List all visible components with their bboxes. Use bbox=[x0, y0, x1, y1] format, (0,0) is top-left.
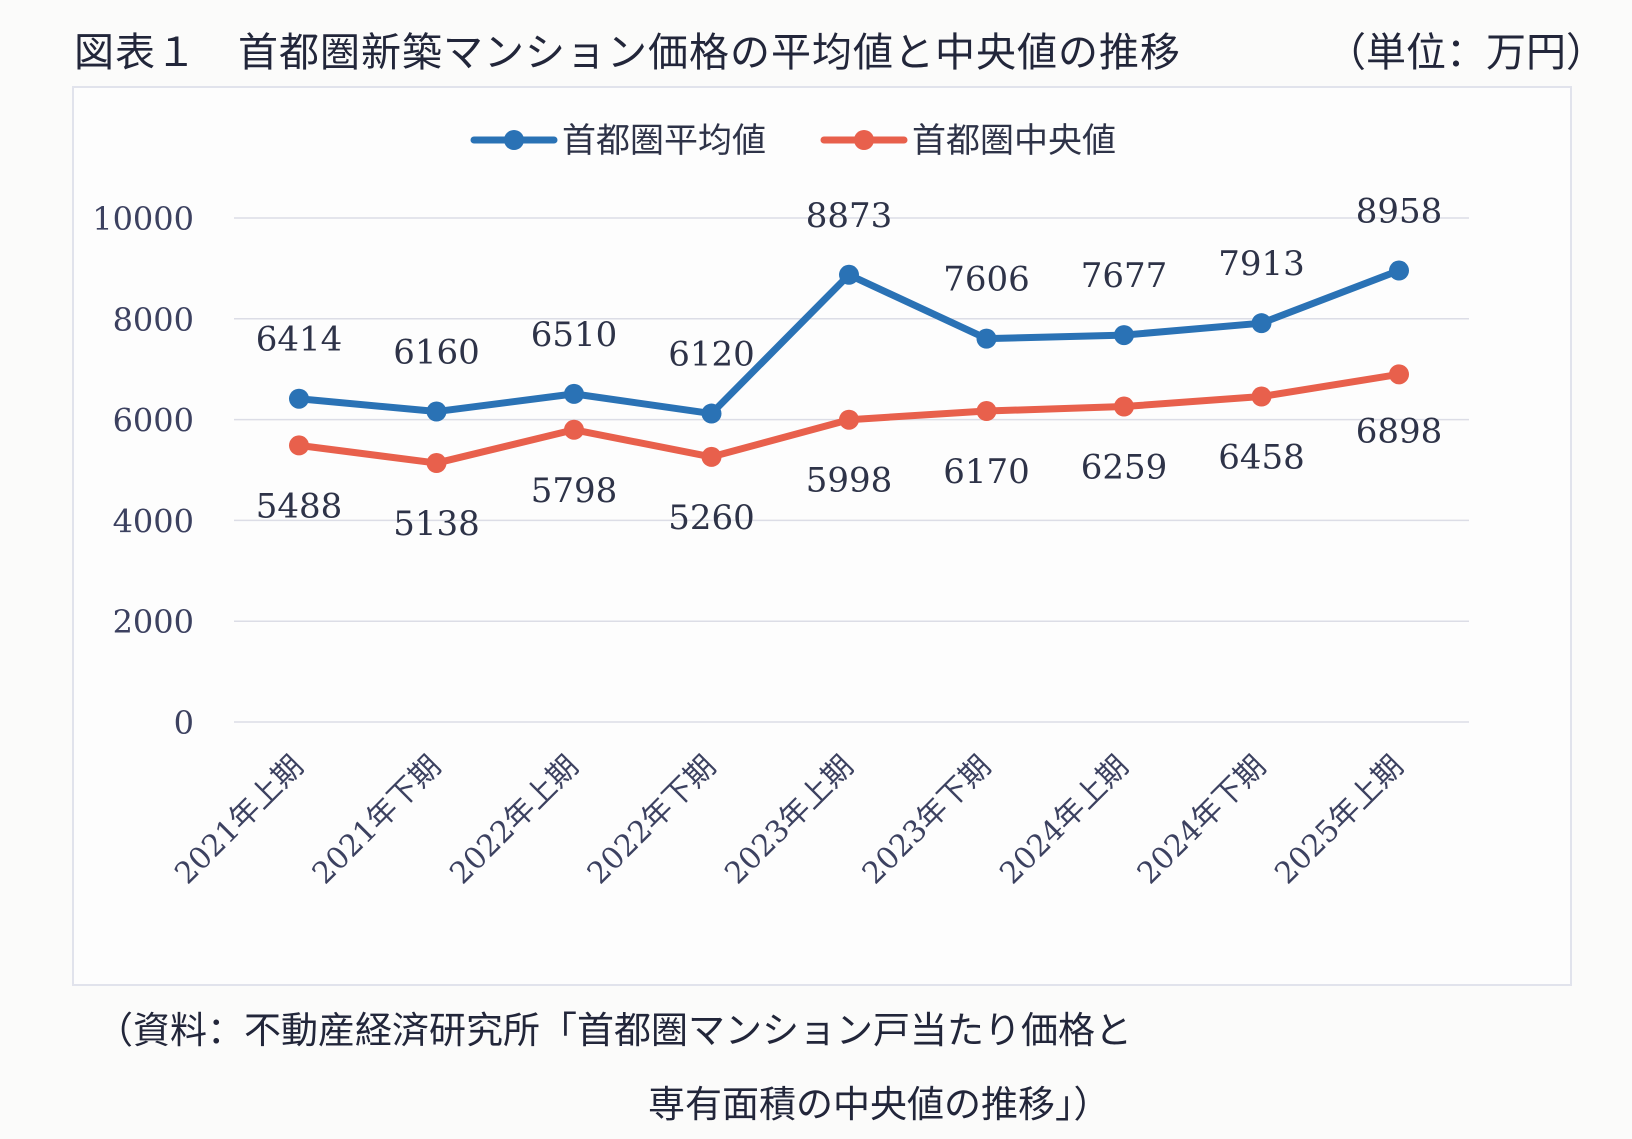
x-tick-2: 2022年上期 bbox=[443, 749, 585, 891]
series-0-label-1: 6160 bbox=[393, 333, 480, 373]
series-1-point-6 bbox=[1114, 396, 1134, 417]
series-1-point-7 bbox=[1251, 386, 1272, 407]
series-0-point-6 bbox=[1114, 325, 1134, 346]
series-1-point-1 bbox=[426, 453, 447, 474]
series-1-point-3 bbox=[701, 446, 722, 467]
series-0-label-3: 6120 bbox=[668, 335, 755, 375]
x-tick-4: 2023年上期 bbox=[718, 749, 860, 891]
series-0-point-8 bbox=[1389, 260, 1409, 281]
y-tick-4000: 4000 bbox=[113, 502, 194, 540]
series-0-label-4: 8873 bbox=[806, 196, 893, 236]
figure-title: 図表１ 首都圏新築マンション価格の平均値と中央値の推移 bbox=[74, 30, 1181, 76]
series-1-label-7: 6458 bbox=[1218, 438, 1305, 478]
series-0-label-7: 7913 bbox=[1218, 244, 1305, 284]
series-0-point-0 bbox=[289, 388, 309, 409]
legend-marker-0 bbox=[504, 130, 524, 150]
series-0-label-8: 8958 bbox=[1356, 192, 1443, 232]
legend-label-0: 首都圏平均値 bbox=[562, 121, 766, 161]
source-note-line1: （資料：不動産経済研究所「首都圏マンション戸当たり価格と bbox=[96, 1009, 1132, 1052]
series-0-point-4 bbox=[839, 264, 859, 285]
y-tick-6000: 6000 bbox=[113, 402, 194, 440]
series-0-label-2: 6510 bbox=[531, 315, 618, 355]
series-1-label-5: 6170 bbox=[943, 452, 1030, 492]
y-axis: 0 2000 4000 6000 8000 10000 bbox=[92, 200, 194, 742]
y-tick-8000: 8000 bbox=[113, 301, 194, 339]
series-1-label-1: 5138 bbox=[393, 504, 480, 544]
series-1-point-8 bbox=[1389, 364, 1409, 385]
legend-marker-1 bbox=[854, 130, 874, 150]
series-0-point-1 bbox=[426, 401, 447, 422]
series-0-point-2 bbox=[564, 383, 584, 404]
series-1-label-2: 5798 bbox=[531, 471, 618, 511]
chart-frame: 0 2000 4000 6000 8000 10000 2021年上期 2021年下期 202… bbox=[72, 86, 1572, 986]
series-1-label-3: 5260 bbox=[668, 498, 755, 538]
x-tick-1: 2021年下期 bbox=[306, 749, 448, 891]
legend: 首都圏平均値 首都圏中央値 bbox=[470, 121, 1116, 161]
series-1-label-8: 6898 bbox=[1356, 411, 1443, 451]
unit-label: （単位：万円） bbox=[1326, 30, 1606, 76]
series-0-point-3 bbox=[701, 403, 722, 424]
series-1-point-0 bbox=[289, 435, 309, 456]
series-1-point-5 bbox=[976, 401, 997, 422]
series-1-label-0: 5488 bbox=[256, 486, 343, 526]
x-tick-7: 2024年下期 bbox=[1131, 749, 1273, 891]
series-0-label-0: 6414 bbox=[256, 320, 343, 360]
x-tick-8: 2025年上期 bbox=[1268, 749, 1410, 891]
x-tick-6: 2024年上期 bbox=[993, 749, 1135, 891]
x-tick-0: 2021年上期 bbox=[168, 749, 310, 891]
series-1-label-6: 6259 bbox=[1081, 448, 1168, 488]
y-tick-0: 0 bbox=[174, 704, 194, 742]
x-tick-3: 2022年下期 bbox=[581, 749, 723, 891]
x-tick-5: 2023年下期 bbox=[856, 749, 998, 891]
data-labels: 6414 6160 6510 6120 8873 7606 7677 7913 8958 5488… bbox=[256, 192, 1443, 545]
y-tick-10000: 10000 bbox=[92, 200, 194, 238]
x-axis: 2021年上期2021年下期2022年上期2022年下期2023年上期2023年… bbox=[168, 749, 1410, 891]
series-1-label-4: 5998 bbox=[806, 461, 893, 501]
y-tick-2000: 2000 bbox=[113, 603, 194, 641]
series-1-point-4 bbox=[839, 409, 859, 430]
series-0-label-6: 7677 bbox=[1081, 256, 1168, 296]
series-layer bbox=[289, 260, 1409, 474]
series-0-label-5: 7606 bbox=[943, 260, 1030, 300]
legend-label-1: 首都圏中央値 bbox=[912, 121, 1116, 161]
series-0-point-7 bbox=[1251, 313, 1272, 334]
series-1-point-2 bbox=[564, 419, 584, 440]
source-note-line2: 専有面積の中央値の推移」） bbox=[648, 1083, 1111, 1126]
series-0-point-5 bbox=[976, 328, 997, 349]
